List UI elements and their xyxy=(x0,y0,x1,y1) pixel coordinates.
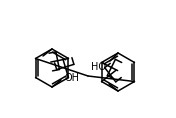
Text: HO: HO xyxy=(92,62,106,72)
Text: OH: OH xyxy=(64,73,80,83)
